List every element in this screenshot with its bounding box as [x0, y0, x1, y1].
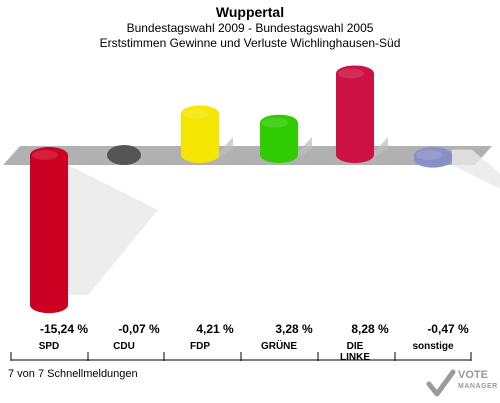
category-label: CDU	[113, 341, 135, 352]
logo-word-manager: MANAGER	[458, 383, 498, 390]
bar-cdu	[107, 145, 141, 165]
value-label: -0,07 %	[118, 322, 160, 336]
value-label: -15,24 %	[40, 322, 88, 336]
logo-word-vote: VOTE	[458, 369, 488, 381]
bar-grüne	[260, 114, 312, 163]
category-label: FDP	[190, 341, 210, 352]
value-label: 3,28 %	[275, 322, 313, 336]
bar-die-linke	[336, 65, 388, 163]
report-count-note: 7 von 7 Schnellmeldungen	[8, 368, 138, 380]
category-label: DIE LINKE	[340, 341, 370, 363]
bar-fdp	[181, 105, 233, 163]
chart-subtitle-region: Erststimmen Gewinne und Verluste Wichlin…	[99, 36, 401, 50]
category-label: sonstige	[412, 341, 454, 352]
value-labels-group: -15,24 % -0,07 % 4,21 % 3,28 % 8,28 % -0,47 %	[40, 322, 469, 336]
category-label: SPD	[39, 341, 60, 352]
bar-spd	[30, 147, 158, 314]
chart-header: Wuppertal Bundestagswahl 2009 - Bundesta…	[0, 4, 500, 51]
bars-group	[30, 65, 500, 314]
chart-title: Wuppertal	[215, 4, 285, 20]
bar-sonstige	[414, 147, 500, 189]
checkmark-icon	[426, 369, 456, 397]
category-axis: SPD CDU FDP GRÜNE DIE LINKE sonstige	[10, 339, 472, 363]
value-label: -0,47 %	[427, 322, 469, 336]
chart-subtitle-comparison: Bundestagswahl 2009 - Bundestagswahl 200…	[126, 21, 374, 35]
category-label: GRÜNE	[261, 339, 297, 352]
value-label: 8,28 %	[351, 322, 389, 336]
value-label: 4,21 %	[196, 322, 234, 336]
vote-manager-logo: VOTE MANAGER	[426, 368, 500, 400]
